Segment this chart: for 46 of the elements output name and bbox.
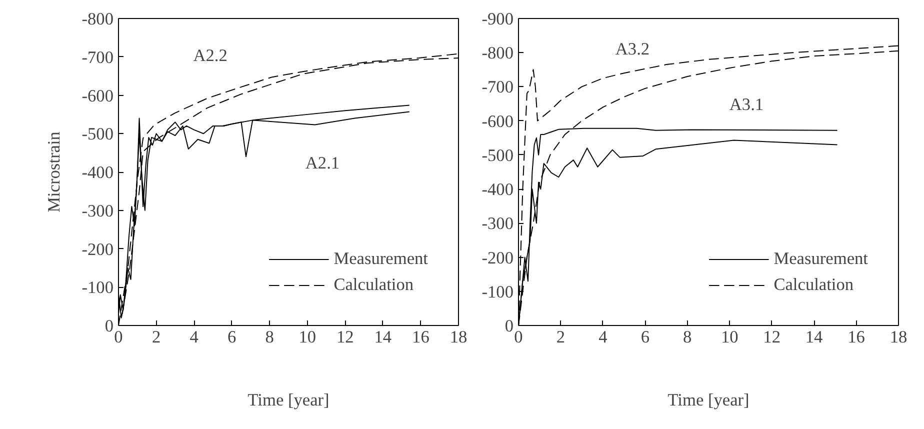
legend-label: Measurement [774,249,868,269]
legend-label: Calculation [334,275,414,295]
x-tick-label: 16 [848,328,866,346]
legend-label: Calculation [774,275,854,295]
y-tick-label: -300 [82,201,114,220]
y-axis-title: Microstrain [44,131,64,212]
x-tick-label: 14 [805,328,824,346]
y-tick-label: -100 [82,278,114,298]
y-tick-label: -400 [82,163,114,182]
annotation: A3.2 [615,40,650,59]
x-tick-label: 6 [640,328,650,346]
x-tick-label: 18 [890,328,908,346]
x-tick-label: 8 [683,328,692,346]
x-tick-label: 2 [556,328,566,346]
x-tick-label: 4 [598,328,608,346]
x-tick-label: 6 [228,328,236,346]
y-tick-label: -500 [82,124,114,144]
x-axis-title: Time [year] [668,390,750,410]
x-tick-label: 10 [298,328,316,346]
y-tick-label: -800 [82,10,114,28]
legend-label: Measurement [334,249,428,269]
y-tick-label: -700 [82,48,114,67]
y-tick-label: -600 [482,112,514,131]
x-tick-label: 8 [265,328,274,346]
y-tick-label: -800 [482,44,514,63]
annotation: A3.1 [729,94,764,114]
x-tick-label: 2 [152,328,161,346]
y-tick-label: -400 [482,180,514,200]
x-tick-label: 12 [763,328,780,346]
y-tick-label: -700 [482,78,514,97]
y-tick-label: -300 [482,214,514,234]
y-tick-label: -200 [82,240,114,259]
x-axis-title: Time [year] [248,390,330,410]
x-tick-label: 16 [412,328,430,346]
y-tick-label: -600 [82,86,114,106]
y-tick-label: -500 [482,146,514,165]
x-tick-label: 18 [450,328,468,346]
annotation: A2.1 [305,153,340,172]
x-tick-label: 10 [720,328,738,346]
y-tick-label: -200 [482,248,514,268]
x-tick-label: 14 [374,328,392,346]
x-tick-label: 12 [336,328,354,346]
annotation: A2.2 [193,46,228,65]
x-tick-label: 4 [190,328,199,346]
y-tick-label: -900 [482,10,514,28]
y-tick-label: -100 [482,282,514,302]
